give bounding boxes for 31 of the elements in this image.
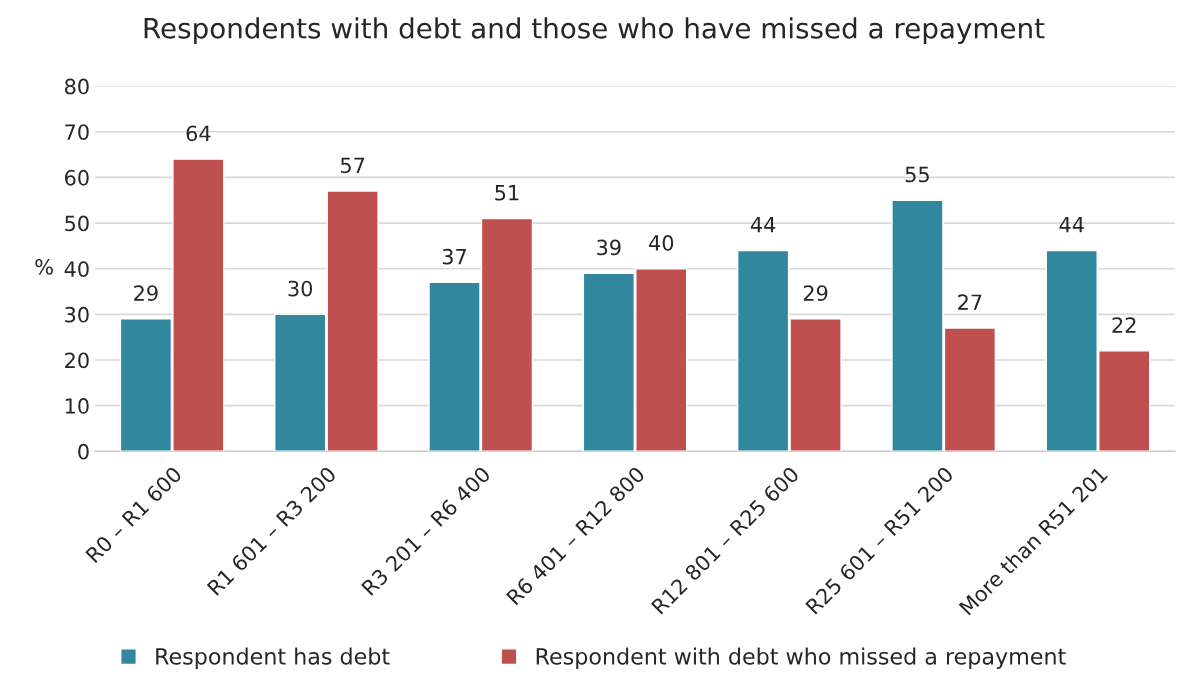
x-tick-label: R0 – R1 600 [85, 465, 183, 564]
data-label: 40 [649, 235, 674, 251]
y-axis-title: % [35, 259, 53, 275]
data-label: 64 [186, 125, 211, 142]
data-label: 22 [1112, 317, 1136, 333]
data-label: 39 [597, 239, 621, 256]
x-tick-label: R6 401 – R12 800 [505, 465, 646, 606]
data-label: 44 [1059, 217, 1084, 233]
legend-label: Respondent has debt [156, 647, 390, 669]
x-tick-label: R1 601 – R3 200 [206, 465, 337, 596]
y-tick-label: 20 [65, 352, 89, 369]
data-label: 29 [803, 285, 828, 301]
y-tick-label: 0 [78, 443, 89, 460]
chart-title: Respondents with debt and those who have missed a repayment [144, 17, 1045, 45]
y-tick-label: 80 [65, 78, 89, 95]
data-label: 51 [495, 185, 519, 201]
data-label: 44 [750, 217, 776, 233]
y-tick-label: 10 [65, 398, 89, 414]
data-label: 29 [134, 285, 158, 301]
data-label: 57 [341, 157, 365, 174]
y-tick-label: 70 [65, 124, 89, 140]
y-tick-label: 40 [64, 261, 89, 277]
y-tick-label: 50 [65, 215, 89, 232]
data-label: 27 [958, 294, 982, 310]
x-tick-label: R3 201 – R6 400 [360, 465, 492, 596]
y-tick-label: 60 [65, 169, 89, 186]
data-label: 37 [442, 248, 466, 265]
y-tick-label: 30 [65, 306, 89, 323]
data-label: 55 [905, 166, 929, 183]
legend-label: Respondent with debt who missed a repayment [536, 647, 1066, 669]
data-label: 30 [288, 280, 313, 297]
